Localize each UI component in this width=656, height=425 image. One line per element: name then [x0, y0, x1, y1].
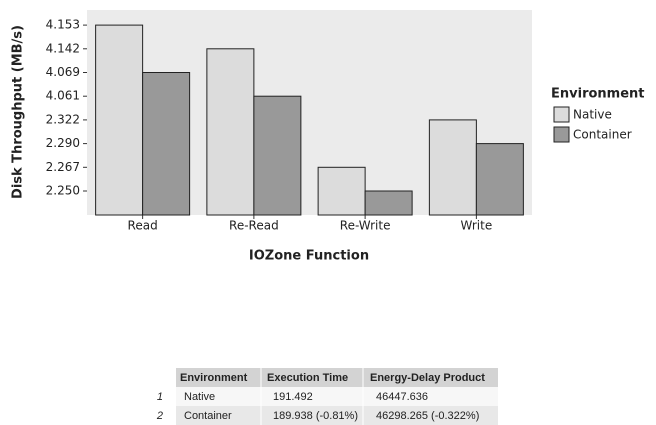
row-index: 1 — [157, 391, 163, 403]
row-index: 2 — [156, 410, 163, 422]
y-tick-label: 2.290 — [46, 136, 80, 150]
table-header: Energy-Delay Product — [370, 372, 485, 384]
x-tick-label: Re-Write — [340, 219, 391, 233]
bar — [428, 119, 477, 216]
bar — [95, 24, 144, 216]
bar — [142, 72, 191, 216]
bar — [364, 190, 413, 216]
y-tick-label: 4.061 — [46, 89, 80, 103]
table-cell: 191.492 — [273, 391, 313, 403]
table: Environment Execution Time Energy-Delay Pr… — [156, 368, 498, 425]
legend-key — [553, 126, 570, 143]
legend-key — [553, 106, 570, 123]
bar — [317, 166, 366, 216]
legend-label: Native — [573, 108, 612, 122]
table-header-bg — [176, 368, 498, 387]
bar — [206, 48, 255, 216]
table-header: Environment — [180, 372, 248, 384]
y-tick-label: 4.142 — [46, 41, 80, 55]
table-cell: Container — [184, 410, 232, 422]
bar — [475, 143, 524, 216]
y-tick-label: 4.069 — [46, 65, 80, 79]
x-tick-label: Re-Read — [229, 219, 279, 233]
x-tick-label: Read — [128, 219, 158, 233]
y-tick-label: 2.267 — [46, 160, 80, 174]
y-tick-label: 4.153 — [46, 18, 80, 32]
table-cell: 46298.265 (-0.322%) — [376, 410, 479, 422]
bar — [253, 95, 302, 216]
y-tick-label: 2.250 — [46, 184, 80, 198]
table-row-bg — [176, 387, 498, 406]
y-tick-label: 2.322 — [46, 112, 80, 126]
legend-label: Container — [573, 128, 632, 142]
y-axis-title: Disk Throughput (MB/s) — [11, 25, 26, 199]
table-row-bg — [176, 406, 498, 425]
table-cell: 46447.636 — [376, 391, 428, 403]
table-cell: 189.938 (-0.81%) — [273, 410, 358, 422]
table-cell: Native — [184, 391, 215, 403]
x-axis-title: IOZone Function — [249, 249, 369, 264]
table-header: Execution Time — [267, 372, 348, 384]
x-tick-label: Write — [461, 219, 493, 233]
legend-title: Environment — [551, 87, 645, 102]
